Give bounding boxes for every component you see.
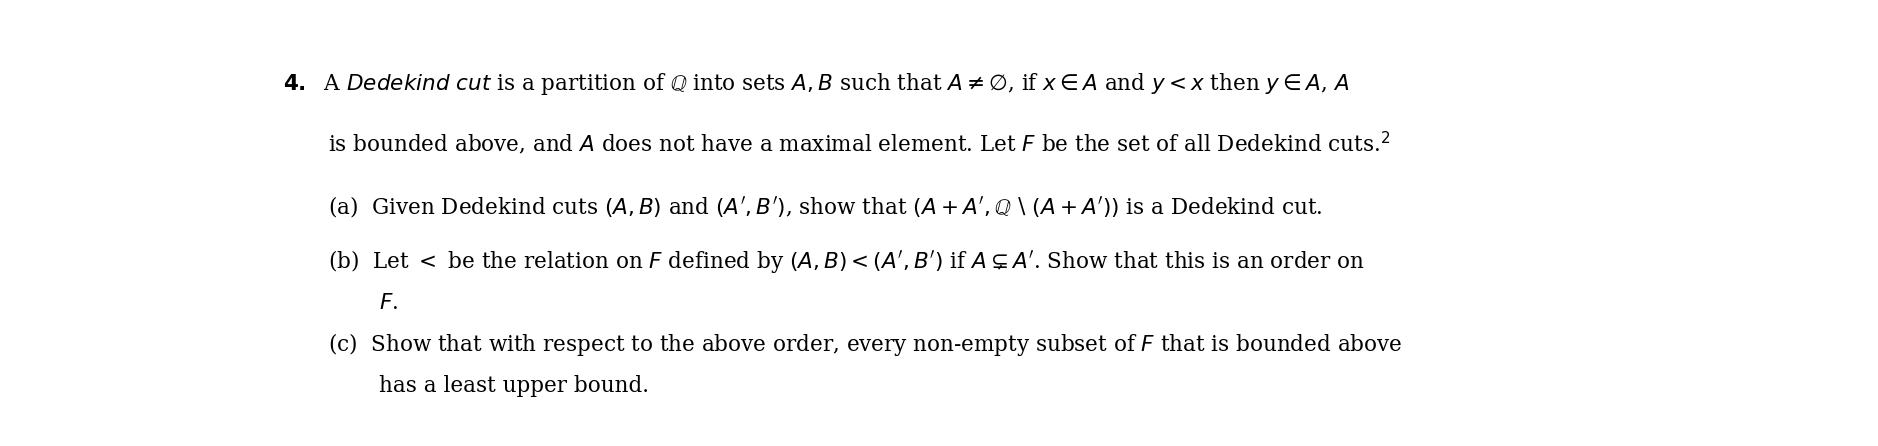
Text: is bounded above, and $\it{A}$ does not have a maximal element. Let $\it{F}$ be : is bounded above, and $\it{A}$ does not … — [329, 129, 1390, 157]
Text: $\bf{4.}$  A $\it{Dedekind\ cut}$ is a partition of $\mathbb{Q}$ into sets $\it{: $\bf{4.}$ A $\it{Dedekind\ cut}$ is a pa… — [284, 70, 1348, 97]
Text: $\it{F}$.: $\it{F}$. — [379, 293, 398, 314]
Text: (a)  Given Dedekind cuts $(\it{A}, \it{B})$ and $(\it{A}', \it{B}')$, show that : (a) Given Dedekind cuts $(\it{A}, \it{B}… — [329, 194, 1322, 219]
Text: (c)  Show that with respect to the above order, every non-empty subset of $\it{F: (c) Show that with respect to the above … — [329, 330, 1403, 358]
Text: (b)  Let $<$ be the relation on $\it{F}$ defined by $(\it{A}, \it{B}) < (\it{A}': (b) Let $<$ be the relation on $\it{F}$ … — [329, 248, 1365, 275]
Text: has a least upper bound.: has a least upper bound. — [379, 375, 648, 397]
